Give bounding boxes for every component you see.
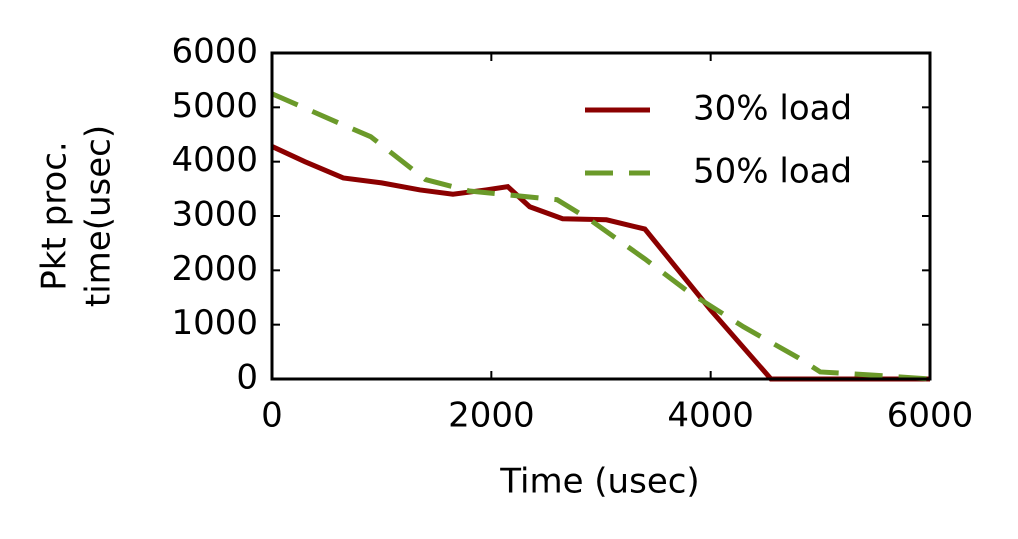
x-tick-label: 0 [261,396,283,436]
y-tick-label: 6000 [171,32,258,72]
plot-frame [270,51,932,381]
y-tick-label: 4000 [171,140,258,180]
y-tick-label: 5000 [171,86,258,126]
x-tick-label: 6000 [887,396,974,436]
x-tick-label: 2000 [448,396,535,436]
legend-label: 50% load [693,152,852,192]
y-tick-label: 3000 [171,195,258,235]
data-line [270,91,931,382]
y-tick-label: 1000 [171,303,258,343]
x-tick-label: 4000 [667,396,754,436]
y-tick-label: 0 [236,358,258,398]
y-tick-label: 2000 [171,249,258,289]
data-line [270,144,930,382]
y-axis-label: time(usec) [79,125,119,307]
y-axis-label: Pkt proc. [35,141,75,290]
legend-label: 30% load [693,89,852,129]
x-axis-label: Time (usec) [499,462,699,502]
